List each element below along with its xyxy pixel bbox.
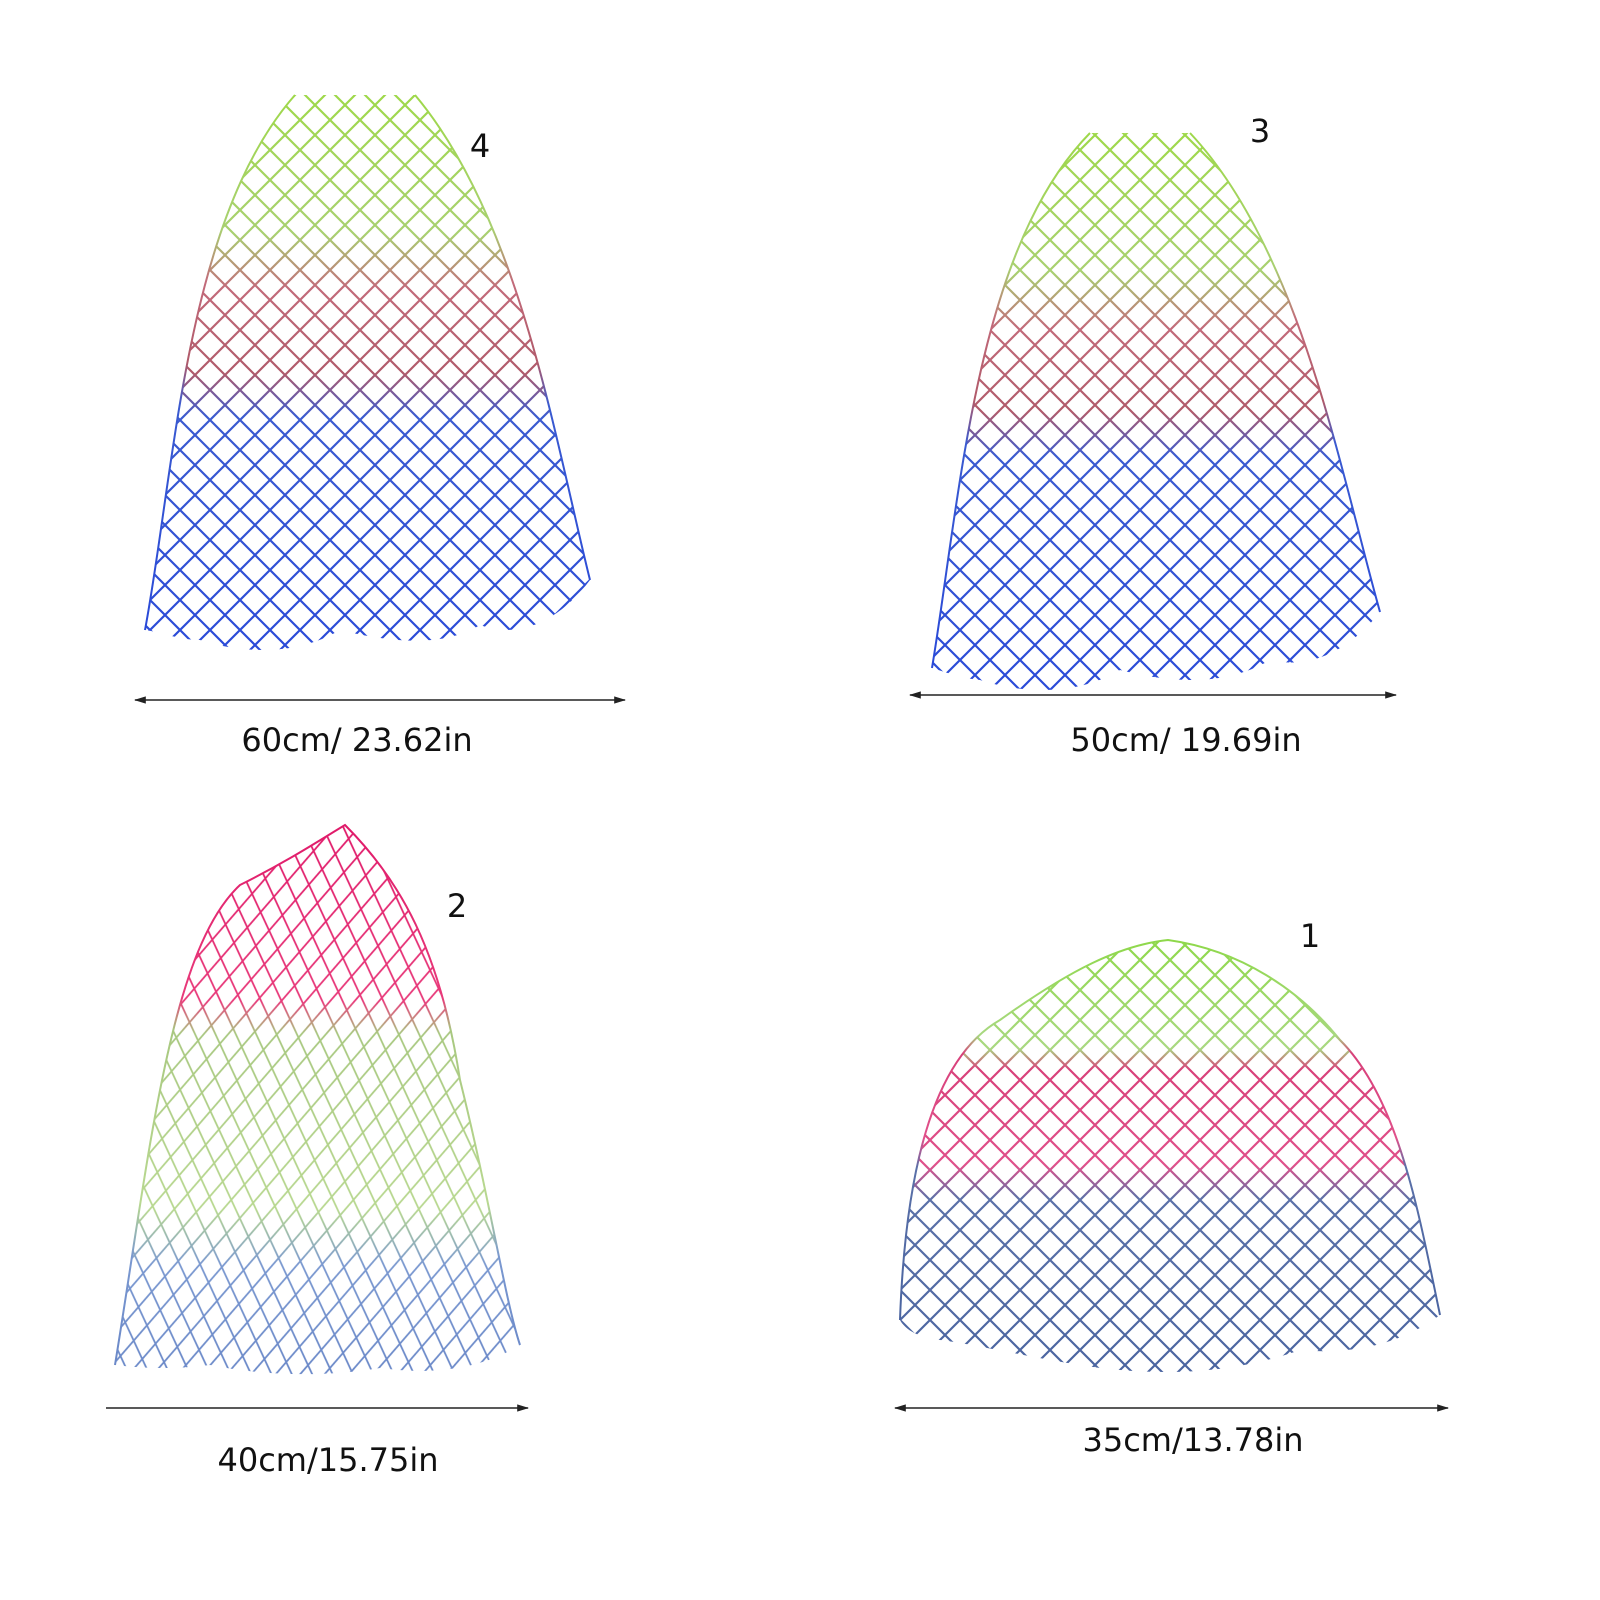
- net-3: [931, 132, 1381, 690]
- size-label: 35cm/13.78in: [1082, 1421, 1303, 1459]
- net-number: 3: [1250, 112, 1270, 150]
- net-number: 2: [447, 887, 467, 925]
- net-number: 1: [1300, 917, 1320, 955]
- net-1: [899, 938, 1441, 1373]
- net-4: [144, 94, 591, 650]
- net-number: 4: [470, 127, 490, 165]
- net-2: [114, 823, 521, 1375]
- size-label: 50cm/ 19.69in: [1070, 721, 1301, 759]
- size-label: 60cm/ 23.62in: [241, 721, 472, 759]
- size-label: 40cm/15.75in: [217, 1441, 438, 1479]
